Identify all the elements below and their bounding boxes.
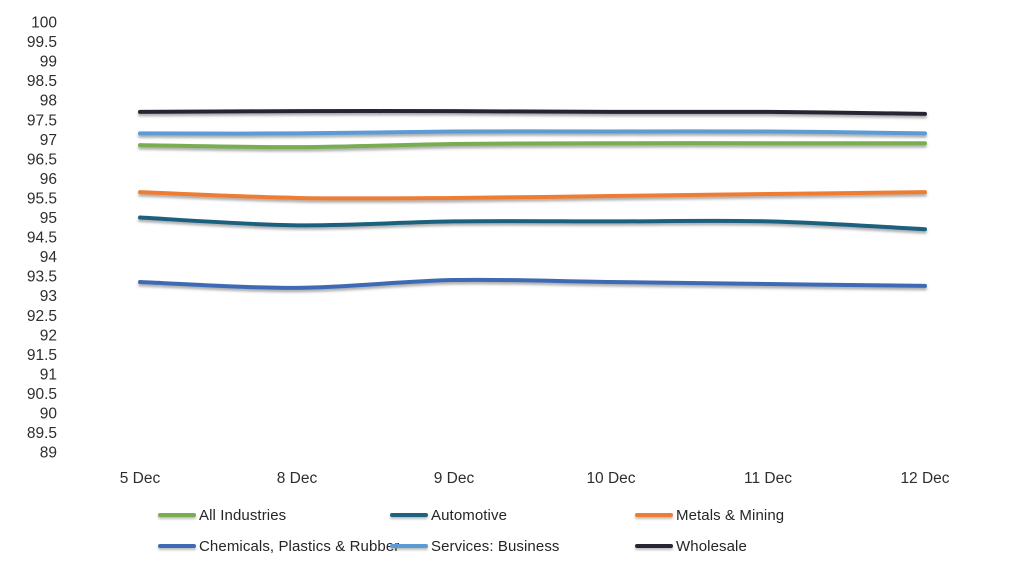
y-tick-label: 89: [40, 445, 57, 462]
y-tick-label: 95.5: [27, 190, 57, 207]
y-tick-label: 96.5: [27, 151, 57, 168]
y-tick-label: 97: [40, 132, 57, 149]
series-line-metals-mining: [138, 190, 927, 201]
y-tick-label: 94.5: [27, 230, 57, 247]
y-tick-label: 92: [40, 327, 57, 344]
y-tick-label: 98: [40, 93, 57, 110]
y-tick-label: 93.5: [27, 269, 57, 286]
y-tick-label: 94: [40, 249, 58, 266]
series-line-all-industries: [138, 141, 927, 150]
y-axis-labels: 100 99.5 99 98.5 98 97.5 97 96.5 96 95.5 95 94.5 94 9…: [27, 15, 58, 462]
gridlines-group: [65, 21, 1005, 453]
y-tick-label: 96: [40, 171, 57, 188]
y-tick-label: 98.5: [27, 73, 57, 90]
x-tick-label: 10 Dec: [586, 470, 635, 487]
y-tick-label: 90.5: [27, 386, 57, 403]
y-tick-label: 91: [40, 366, 57, 383]
y-tick-label: 92.5: [27, 308, 57, 325]
y-tick-label: 99.5: [27, 34, 57, 51]
x-tick-label: 8 Dec: [277, 470, 318, 487]
y-tick-label: 90: [40, 406, 58, 423]
series-line-services-business: [138, 129, 927, 136]
x-tick-label: 12 Dec: [900, 470, 949, 487]
series-line-automotive: [138, 215, 927, 232]
x-tick-label: 5 Dec: [120, 470, 161, 487]
y-tick-label: 91.5: [27, 347, 57, 364]
y-tick-label: 99: [40, 54, 57, 71]
series-line-chemicals-plastics-rubber: [138, 277, 927, 290]
series-lines-group: [138, 109, 927, 290]
y-tick-label: 95: [40, 210, 57, 227]
x-tick-label: 11 Dec: [744, 470, 792, 487]
x-axis-labels: 5 Dec 8 Dec 9 Dec 10 Dec 11 Dec 12 Dec: [120, 470, 950, 487]
series-line-wholesale: [138, 109, 927, 116]
y-tick-label: 93: [40, 288, 57, 305]
x-tick-label: 9 Dec: [434, 470, 475, 487]
y-tick-label: 89.5: [27, 425, 57, 442]
y-tick-label: 100: [31, 15, 57, 32]
y-tick-label: 97.5: [27, 112, 57, 129]
